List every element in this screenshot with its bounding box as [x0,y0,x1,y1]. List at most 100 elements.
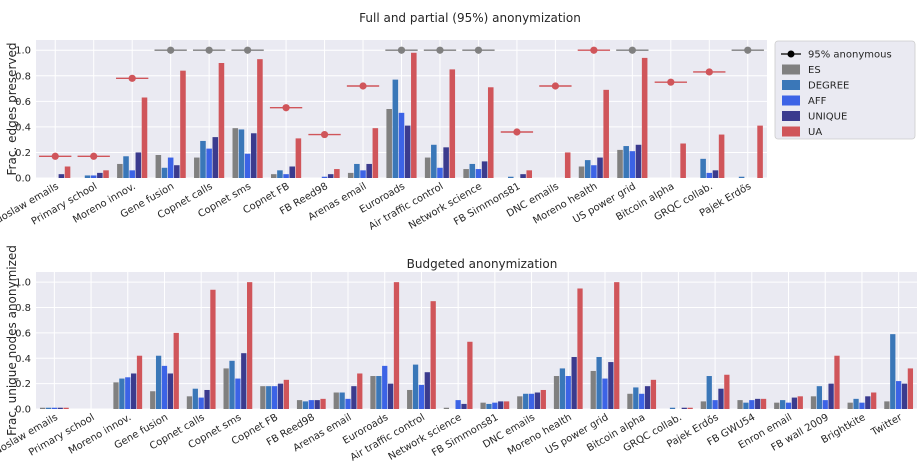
legend-label: 95% anonymous [808,50,892,61]
bar-degree-copnet-calls [200,140,206,178]
bar-aff-network-science [475,169,482,178]
bar-degree-copnet-fb [277,170,283,178]
x-tick-label: Moreno innov. [67,412,133,457]
bar-ua-copnet-calls [218,63,225,178]
bar-ua-pajek-erd-s [757,125,763,178]
bar-aff-air-traffic-control [437,167,443,178]
chart-title: Full and partial (95%) anonymization [359,11,581,25]
bar-es-dnc-emails [517,396,523,409]
bar-degree-moreno-innov [123,156,129,178]
bar-aff-moreno-innov [125,377,131,409]
bar-unique-radoslaw-emails [57,407,63,409]
marker-point-copnet-sms [244,46,252,54]
bar-unique-air-traffic-control [424,372,430,409]
bar-es-fb-wall-2009 [810,396,817,409]
bar-aff-radoslaw-emails [51,407,57,409]
bar-degree-radoslaw-emails [45,407,52,409]
marker-point-fb-simmons81 [513,128,521,136]
bar-unique-us-power-grid [635,144,642,178]
bar-unique-grqc-collab [681,407,687,409]
bar-unique-copnet-calls [204,389,210,409]
bar-aff-enron-email [785,402,792,409]
bar-ua-dnc-emails [564,152,571,178]
bar-unique-bitcoin-alpha [644,386,651,409]
bar-unique-arenas-email [366,163,372,178]
bar-unique-fb-reed98 [314,400,320,409]
marker-point-arenas-email [359,82,367,90]
bar-unique-moreno-innov [131,373,137,409]
y-axis-label: Frac. edges preserved [5,43,19,176]
y-tick-label: 1.0 [15,278,31,289]
bar-degree-grqc-collab [700,158,706,178]
bar-aff-euroroads [398,112,405,178]
y-tick-label: 0.4 [15,122,31,133]
marker-point-network-science [474,46,483,54]
bar-degree-arenas-email [339,392,345,409]
legend-label: ES [808,65,821,76]
bar-ua-us-power-grid [641,57,648,179]
marker-point-euroroads [397,46,406,54]
bar-ua-gene-fusion [180,70,186,178]
marker-point-moreno-innov [128,74,136,82]
bar-aff-air-traffic-control [418,384,425,409]
bars [39,282,914,409]
y-tick-labels: 0.0 0.2 0.4 0.6 0.8 1.0 [15,46,31,185]
bar-aff-dnc-emails [528,393,535,409]
bar-degree-euroroads [392,79,399,178]
bar-es-air-traffic-control [407,389,413,409]
y-tick-label: 0.4 [15,354,31,365]
bar-ua-network-science [467,341,473,409]
bar-es-gene-fusion [150,391,156,409]
y-tick-label: 0.2 [15,148,31,159]
bars [58,52,763,179]
bar-unique-arenas-email [351,386,357,409]
marker-point-copnet-calls [205,46,213,54]
bar-unique-moreno-health [571,356,577,409]
bar-degree-copnet-sms [238,129,245,178]
bar-ua-fb-gwu54 [760,398,767,409]
marker-point-air-traffic-control [436,46,444,54]
marker-point-fb-reed98 [320,130,329,139]
bar-ua-brightkite [871,392,877,409]
bar-degree-moreno-health [584,160,591,178]
legend-marker-point [787,50,795,58]
bar-aff-bitcoin-alpha [639,393,645,409]
x-tick-label: US power grid [544,412,611,457]
bar-degree-pajek-erd-s [706,376,712,409]
bar-unique-copnet-fb [277,383,284,409]
panel-budgeted-anonymization: Budgeted anonymization 0.0 0.2 0.4 0.6 0.8 1.… [0,245,917,462]
y-tick-label: 0.8 [15,71,31,82]
y-tick-label: 0.6 [15,97,31,108]
marker-point-us-power-grid [628,46,636,54]
marker-point-grqc-collab [705,68,713,76]
bar-aff-network-science [455,400,461,409]
bar-aff-copnet-sms [235,378,241,409]
bar-unique-primary-school [97,172,103,178]
bar-unique-copnet-fb [289,166,296,178]
bar-unique-fb-wall-2009 [828,383,834,409]
bar-degree-arenas-email [354,163,360,178]
bar-es-twitter [884,401,890,409]
bar-unique-fb-simmons81 [520,174,526,178]
bar-ua-dnc-emails [540,389,546,409]
bar-ua-moreno-innov [136,355,143,409]
marker-point-primary-school [90,152,98,160]
bar-degree-primary-school [84,175,91,178]
bar-degree-us-power-grid [623,146,629,178]
marker-point-gene-fusion [167,46,175,54]
bar-es-radoslaw-emails [39,407,46,409]
legend-label: AFF [808,96,827,107]
bar-es-enron-email [774,402,780,409]
bar-degree-grqc-collab [669,407,676,409]
bar-aff-twitter [896,381,902,409]
bar-es-arenas-email [347,172,354,178]
marker-point-dnc-emails [551,82,559,90]
marker-point-radoslaw-emails [51,152,59,160]
bar-degree-network-science [469,163,476,178]
bar-degree-enron-email [780,400,786,409]
bar-aff-us-power-grid [629,151,636,178]
bar-aff-primary-school [90,175,97,178]
bar-degree-pajek-erd-s [738,176,745,178]
